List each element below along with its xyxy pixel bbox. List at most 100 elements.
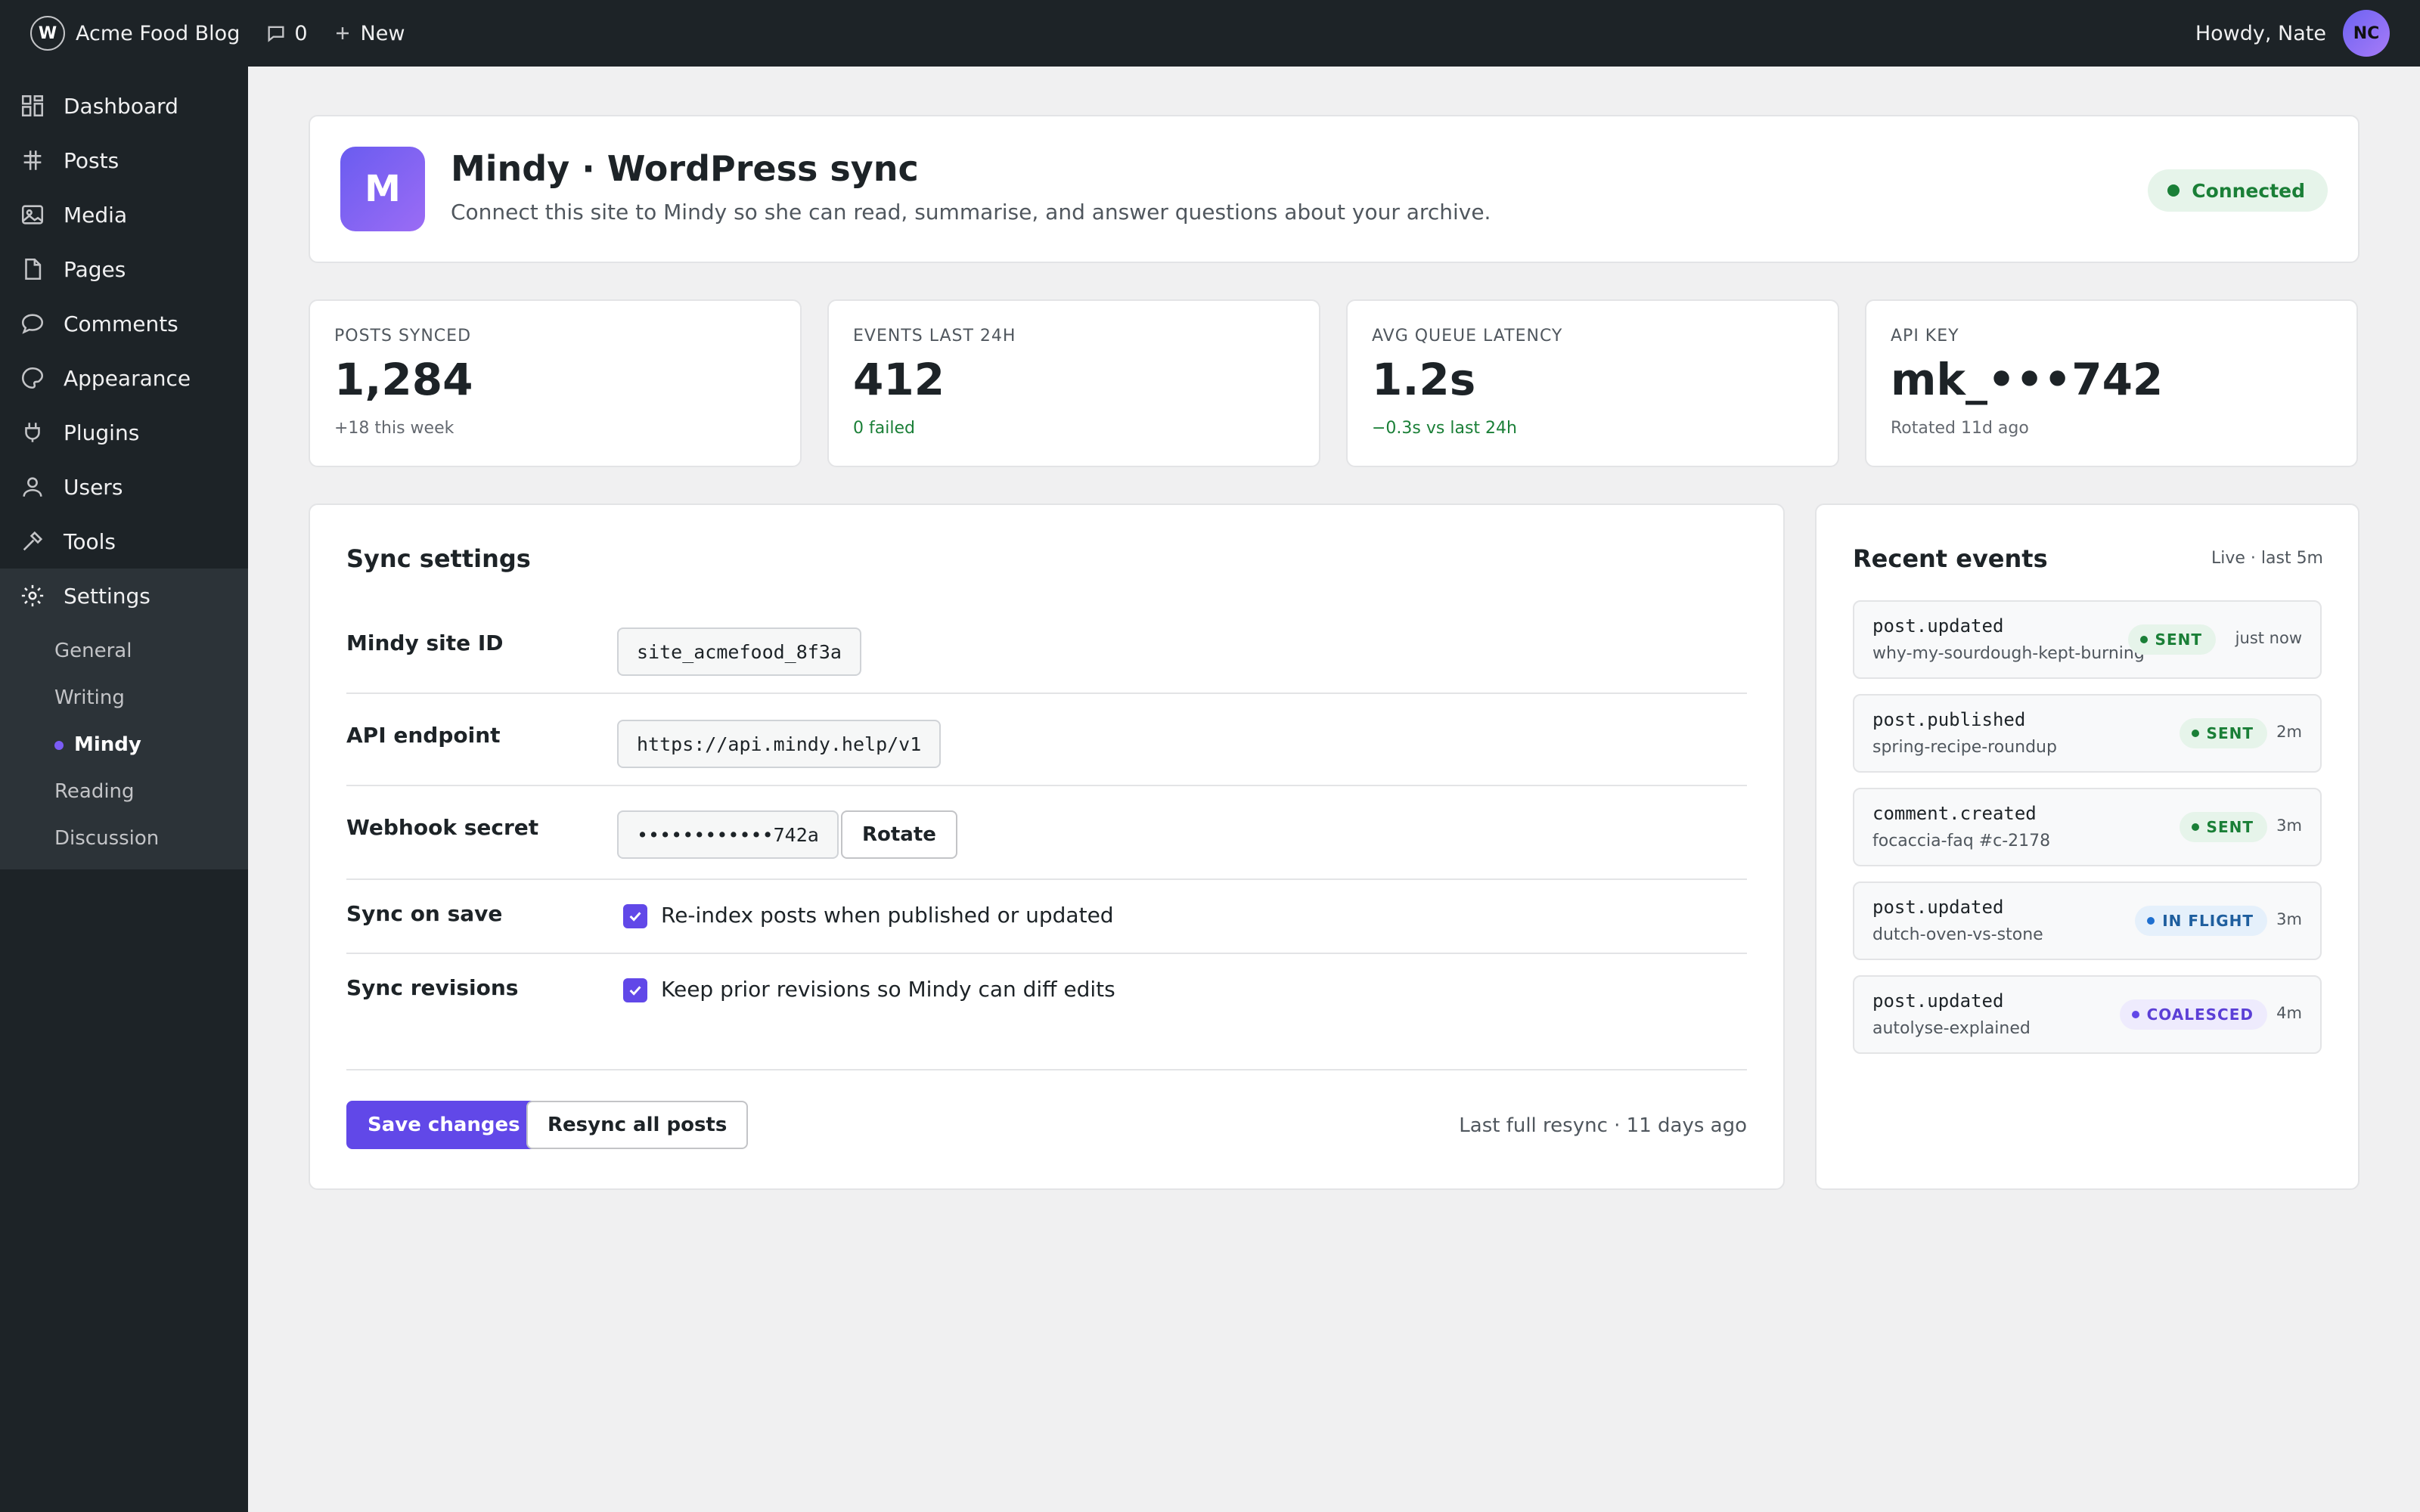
- event-item[interactable]: post.updated why-my-sourdough-kept-burni…: [1853, 600, 2322, 679]
- save-changes-button[interactable]: Save changes: [346, 1101, 541, 1149]
- stat-card-events: EVENTS LAST 24H 412 0 failed: [827, 299, 1320, 467]
- stat-note: Rotated 11d ago: [1891, 419, 2029, 438]
- setting-row-sync-revisions: Sync revisions Keep prior revisions so M…: [346, 954, 1747, 1028]
- comments-link[interactable]: 0: [265, 0, 308, 67]
- wrench-icon: [23, 531, 43, 551]
- sidebar-item-label: Settings: [64, 583, 150, 609]
- checkbox-label[interactable]: Re-index posts when published or updated: [661, 903, 1114, 928]
- page-subtitle: Connect this site to Mindy so she can re…: [451, 200, 1491, 225]
- event-slug: why-my-sourdough-kept-burning: [1872, 644, 2145, 663]
- checkmark-icon: [629, 912, 641, 922]
- status-dot-icon: [2191, 730, 2199, 737]
- setting-label: Sync on save: [346, 901, 503, 926]
- sync-settings-card: Sync settings Mindy site ID site_acmefoo…: [309, 503, 1785, 1190]
- event-slug: spring-recipe-roundup: [1872, 738, 2057, 757]
- status-dot-icon: [2167, 184, 2180, 197]
- submenu-label: Reading: [54, 780, 135, 803]
- current-dot-icon: [54, 741, 64, 750]
- sidebar-item-settings[interactable]: Settings: [0, 569, 248, 623]
- wordpress-logo-icon[interactable]: W: [30, 16, 65, 51]
- event-slug: dutch-oven-vs-stone: [1872, 925, 2043, 944]
- checkmark-icon: [629, 986, 641, 996]
- site-id-field[interactable]: site_acmefood_8f3a: [617, 627, 861, 676]
- new-content-link[interactable]: New: [334, 0, 405, 67]
- setting-row-webhook-secret: Webhook secret ••••••••••••742a Rotate: [346, 786, 1747, 880]
- sidebar-item-pages[interactable]: Pages: [0, 242, 248, 296]
- event-item[interactable]: post.updated autolyse-explained COALESCE…: [1853, 975, 2322, 1054]
- stat-note: 0 failed: [853, 419, 915, 438]
- event-status-badge: SENT: [2127, 624, 2216, 655]
- api-endpoint-field[interactable]: https://api.mindy.help/v1: [617, 720, 942, 768]
- site-home-link[interactable]: W Acme Food Blog: [30, 0, 240, 67]
- badge-text: COALESCED: [2146, 1005, 2254, 1024]
- checkbox-label[interactable]: Keep prior revisions so Mindy can diff e…: [661, 977, 1115, 1002]
- event-time: just now: [2235, 629, 2302, 647]
- rotate-button[interactable]: Rotate: [841, 810, 957, 859]
- submenu-label: General: [54, 640, 132, 662]
- sidebar-item-label: Users: [64, 474, 123, 500]
- stat-label: POSTS SYNCED: [334, 327, 472, 345]
- admin-sidebar: Dashboard Posts Media Pages Comments App…: [0, 67, 248, 1512]
- event-item[interactable]: post.updated dutch-oven-vs-stone IN FLIG…: [1853, 881, 2322, 960]
- event-status-badge: SENT: [2179, 812, 2267, 842]
- stat-label: EVENTS LAST 24H: [853, 327, 1016, 345]
- submenu-item-mindy[interactable]: Mindy: [0, 721, 248, 768]
- user-icon: [23, 477, 42, 497]
- event-status-badge: IN FLIGHT: [2135, 906, 2267, 936]
- submenu-item-writing[interactable]: Writing: [0, 674, 248, 721]
- sidebar-item-appearance[interactable]: Appearance: [0, 351, 248, 405]
- event-slug: focaccia-faq #c-2178: [1872, 832, 2051, 850]
- event-item[interactable]: post.published spring-recipe-roundup SEN…: [1853, 694, 2322, 773]
- site-name[interactable]: Acme Food Blog: [76, 21, 240, 45]
- new-label: New: [360, 21, 405, 45]
- brush-icon: [21, 367, 44, 389]
- settings-submenu: General Writing Mindy Reading Discussion: [0, 623, 248, 869]
- sidebar-item-comments[interactable]: Comments: [0, 296, 248, 351]
- plugin-header-card: M Mindy · WordPress sync Connect this si…: [309, 115, 2360, 263]
- stat-card-posts-synced: POSTS SYNCED 1,284 +18 this week: [309, 299, 802, 467]
- admin-bar: W Acme Food Blog 0 New Howdy, Nate NC: [0, 0, 2420, 67]
- sync-on-save-checkbox[interactable]: [623, 904, 647, 928]
- status-text: Connected: [2192, 179, 2305, 202]
- status-dot-icon: [2139, 636, 2148, 643]
- plug-icon: [25, 423, 40, 442]
- plus-icon: [336, 27, 349, 39]
- badge-text: IN FLIGHT: [2162, 912, 2254, 930]
- section-title: Sync settings: [346, 544, 531, 573]
- webhook-secret-field[interactable]: ••••••••••••742a: [617, 810, 839, 859]
- sidebar-item-dashboard[interactable]: Dashboard: [0, 79, 248, 133]
- submenu-item-discussion[interactable]: Discussion: [0, 815, 248, 862]
- setting-row-site-id: Mindy site ID site_acmefood_8f3a: [346, 614, 1747, 694]
- sidebar-item-plugins[interactable]: Plugins: [0, 405, 248, 460]
- event-name: post.published: [1872, 709, 2026, 730]
- sidebar-item-tools[interactable]: Tools: [0, 514, 248, 569]
- event-status-badge: SENT: [2179, 718, 2267, 748]
- stat-value: 412: [853, 354, 945, 405]
- stat-card-latency: AVG QUEUE LATENCY 1.2s −0.3s vs last 24h: [1346, 299, 1839, 467]
- event-item[interactable]: comment.created focaccia-faq #c-2178 SEN…: [1853, 788, 2322, 866]
- howdy-greeting[interactable]: Howdy, Nate: [2195, 21, 2326, 45]
- sidebar-item-posts[interactable]: Posts: [0, 133, 248, 187]
- sidebar-item-label: Pages: [64, 256, 126, 282]
- divider: [346, 1069, 1747, 1070]
- stat-value: mk_•••742: [1891, 354, 2164, 405]
- setting-label: Webhook secret: [346, 815, 539, 840]
- resync-all-button[interactable]: Resync all posts: [526, 1101, 749, 1149]
- sync-revisions-checkbox[interactable]: [623, 978, 647, 1002]
- event-slug: autolyse-explained: [1872, 1019, 2031, 1038]
- sidebar-item-users[interactable]: Users: [0, 460, 248, 514]
- avatar[interactable]: NC: [2343, 10, 2390, 57]
- live-indicator: Live · last 5m: [2211, 549, 2323, 568]
- event-name: post.updated: [1872, 615, 2004, 637]
- submenu-item-general[interactable]: General: [0, 627, 248, 674]
- status-dot-icon: [2191, 823, 2199, 831]
- event-status-badge: COALESCED: [2119, 999, 2267, 1030]
- section-title: Recent events: [1853, 544, 2048, 573]
- status-badge: Connected: [2148, 169, 2328, 212]
- status-dot-icon: [2131, 1011, 2139, 1018]
- sidebar-item-label: Tools: [64, 528, 116, 554]
- stat-note: +18 this week: [334, 419, 455, 438]
- comment-icon: [21, 314, 44, 334]
- submenu-item-reading[interactable]: Reading: [0, 768, 248, 815]
- sidebar-item-media[interactable]: Media: [0, 187, 248, 242]
